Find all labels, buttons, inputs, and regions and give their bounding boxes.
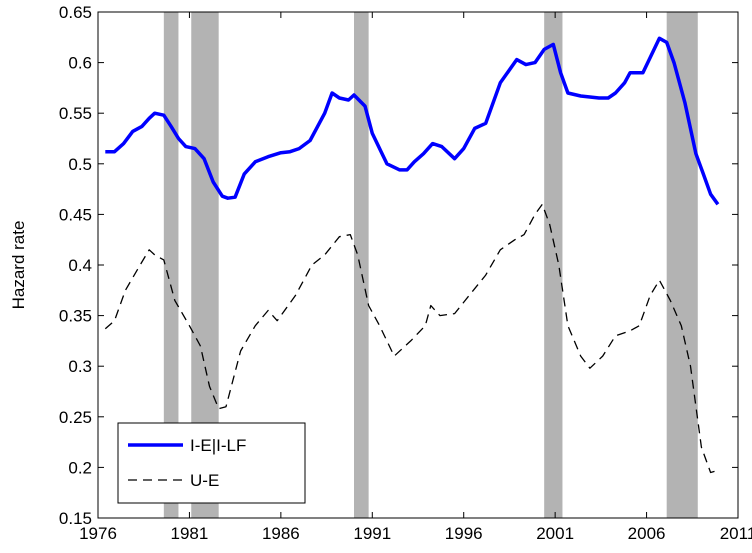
y-tick-label: 0.35 xyxy=(59,307,92,326)
x-tick-label: 1986 xyxy=(262,524,300,543)
x-tick-label: 1996 xyxy=(445,524,483,543)
legend-box xyxy=(117,422,306,504)
legend-label: U-E xyxy=(190,471,219,490)
y-tick-label: 0.5 xyxy=(68,155,92,174)
recession-band xyxy=(544,12,563,518)
y-tick-label: 0.15 xyxy=(59,509,92,528)
y-axis-label: Hazard rate xyxy=(9,221,28,310)
series-line xyxy=(105,36,720,206)
x-tick-label: 1991 xyxy=(353,524,391,543)
recession-band xyxy=(163,12,179,518)
y-tick-label: 0.4 xyxy=(68,256,92,275)
x-tick-label: 2001 xyxy=(536,524,574,543)
legend: I-E|I-LF U-E xyxy=(117,422,306,504)
recession-band xyxy=(354,12,369,518)
y-tick-label: 0.6 xyxy=(68,54,92,73)
x-tick-label: 1981 xyxy=(171,524,209,543)
y-tick-label: 0.3 xyxy=(68,357,92,376)
x-tick-label: 1976 xyxy=(79,524,117,543)
y-tick-label: 0.55 xyxy=(59,104,92,123)
y-tick-label: 0.65 xyxy=(59,3,92,22)
series-line xyxy=(104,203,719,474)
y-tick-label: 0.2 xyxy=(68,458,92,477)
legend-label: I-E|I-LF xyxy=(190,436,246,455)
y-tick-label: 0.25 xyxy=(59,408,92,427)
x-tick-label: 2006 xyxy=(628,524,666,543)
x-tick-label: 2011 xyxy=(720,524,752,543)
y-tick-label: 0.45 xyxy=(59,205,92,224)
